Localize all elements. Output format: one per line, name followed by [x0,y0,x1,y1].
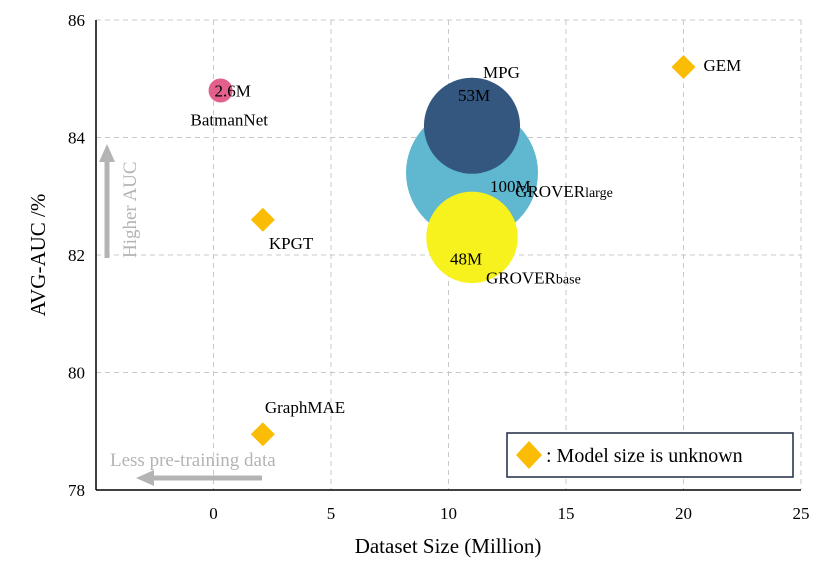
bubble-batmannet [208,78,233,103]
label-graphmae: GraphMAE [265,398,345,417]
label-gem: GEM [704,56,742,75]
diamond-gem [671,55,696,79]
y-tick-80: 80 [68,364,85,383]
x-tick-20: 20 [675,504,692,523]
label-grover-large: GROVERlarge [515,182,613,201]
x-tick-0: 0 [209,504,218,523]
higher-auc-arrowhead [99,144,115,162]
x-tick-15: 15 [558,504,575,523]
y-axis-title: AVG-AUC /% [26,194,50,317]
legend-text: : Model size is unknown [546,445,743,467]
size-label-grover-large: 100M [490,177,531,196]
direction-hints: Higher AUC Less pre-training data [99,144,276,486]
size-label-mpg: 53M [458,86,490,105]
label-kpgt: KPGT [269,234,314,253]
label-batmannet: BatmanNet [191,111,269,130]
tick-labels: 0 5 10 15 20 25 78 80 82 84 86 [68,11,810,523]
less-data-arrowhead [136,470,154,486]
label-grover-base: GROVERbase [486,268,581,287]
legend-box [506,432,794,478]
bubble-mpg [423,77,521,174]
axes [95,20,801,491]
y-tick-84: 84 [68,129,86,148]
bubbles [208,77,538,284]
x-axis-title: Dataset Size (Million) [355,534,542,558]
y-tick-82: 82 [68,246,85,265]
diamond-kpgt [250,207,275,232]
bubble-grover-base [426,191,518,284]
less-data-label: Less pre-training data [110,450,276,471]
diamond-graphmae [250,422,275,447]
x-tick-25: 25 [793,504,810,523]
y-tick-86: 86 [68,11,85,30]
x-tick-10: 10 [440,504,457,523]
y-tick-78: 78 [68,481,85,500]
size-label-batmannet: 2.6M [215,82,251,101]
label-mpg: MPG [483,63,520,82]
legend: : Model size is unknown [506,432,794,478]
size-label-grover-base: 48M [450,249,482,268]
unknown-size-markers [250,55,696,447]
x-tick-5: 5 [327,504,336,523]
higher-auc-label: Higher AUC [120,161,141,258]
legend-diamond-icon [516,441,542,469]
